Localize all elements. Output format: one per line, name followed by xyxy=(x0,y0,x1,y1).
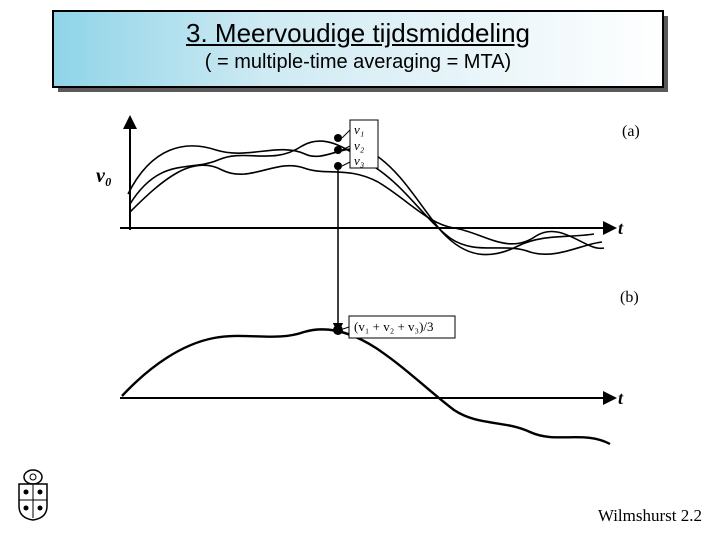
crest-logo-center xyxy=(30,474,36,480)
panel-b-lead xyxy=(343,327,349,329)
panel-b-avg-label: (v₁ + v₂ + v₃)/3 xyxy=(354,319,434,334)
mta-figure: v₀ t (a) v₁ v₂ v₃ t (b) (v₁ + v₂ + xyxy=(90,110,650,470)
crest-dot-3 xyxy=(24,506,29,511)
panel-b-label: (b) xyxy=(620,289,639,306)
panel-a-lead-3 xyxy=(342,162,350,166)
panel-a-y-label: v₀ xyxy=(96,165,112,187)
header-title: 3. Meervoudige tijdsmiddeling xyxy=(54,18,662,49)
panel-a-marker-v1 xyxy=(334,134,342,142)
header-subtitle: ( = multiple-time averaging = MTA) xyxy=(54,51,662,74)
crest-logo xyxy=(14,468,52,522)
panel-a-curve-3 xyxy=(130,165,604,248)
panel-a-marker-v2 xyxy=(334,146,342,154)
header-panel: 3. Meervoudige tijdsmiddeling ( = multip… xyxy=(52,10,664,88)
crest-dot-4 xyxy=(38,506,43,511)
panel-b-curve xyxy=(122,329,610,444)
panel-a-marker-v3 xyxy=(334,162,342,170)
panel-a-label-v1: v₁ xyxy=(354,122,364,137)
crest-dot-2 xyxy=(38,490,43,495)
panel-a-label-v3: v₃ xyxy=(354,153,364,168)
header-box: 3. Meervoudige tijdsmiddeling ( = multip… xyxy=(52,10,662,86)
footer-citation: Wilmshurst 2.2 xyxy=(598,506,702,526)
crest-dot-1 xyxy=(24,490,29,495)
crest-logo-top xyxy=(24,470,42,484)
panel-a-label: (a) xyxy=(622,123,640,140)
panel-a-lead-1 xyxy=(342,130,350,138)
panel-b-x-label: t xyxy=(618,388,624,408)
panel-a-label-v2: v₂ xyxy=(354,138,365,153)
panel-b-marker xyxy=(333,325,343,335)
panel-a-x-label: t xyxy=(618,218,624,238)
